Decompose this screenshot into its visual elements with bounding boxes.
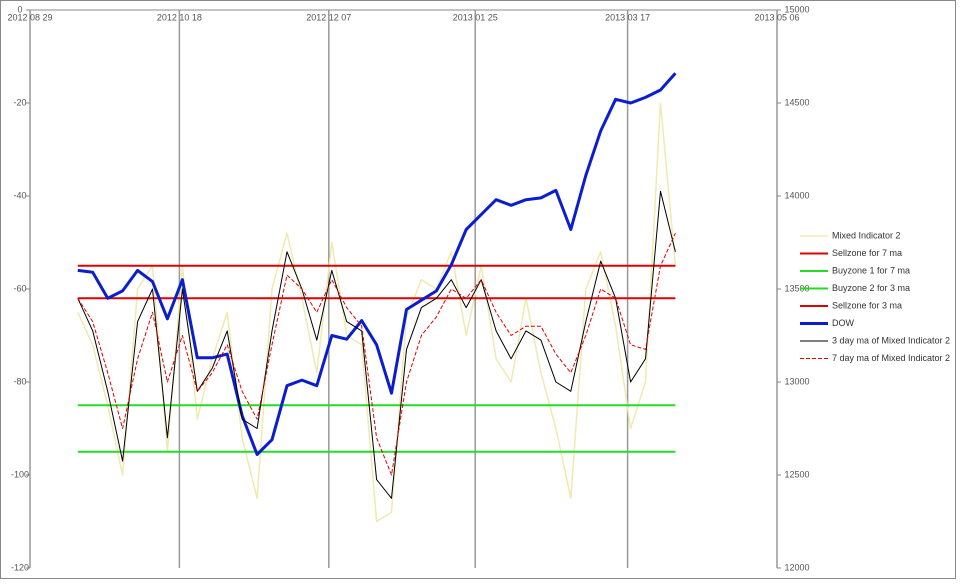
y-tick-label: -120 [11, 562, 29, 572]
x-tick-label: 2012 08 29 [7, 12, 52, 22]
x-tick-label: 2012 10 18 [157, 12, 202, 22]
y2-tick-label: 15000 [784, 4, 809, 14]
y-tick-label: 0 [17, 4, 22, 14]
legend-label: Sellzone for 3 ma [832, 300, 902, 310]
series-line [77, 72, 677, 456]
legend-label: Sellzone for 7 ma [832, 248, 902, 258]
y-tick-label: -60 [13, 283, 26, 293]
y-tick-label: -100 [11, 469, 29, 479]
y-tick-label: -20 [13, 97, 26, 107]
legend: Mixed Indicator 2 Sellzone for 7 ma Buyzon… [800, 230, 950, 363]
legend-label: 7 day ma of Mixed Indicator 2 [832, 353, 950, 363]
y-tick-label: -80 [13, 376, 26, 386]
y2-tick-label: 12500 [784, 469, 809, 479]
y2-tick-label: 14000 [784, 190, 809, 200]
series-line [77, 190, 676, 499]
x-tick-label: 2012 12 07 [306, 12, 351, 22]
y2-tick-label: 13000 [784, 376, 809, 386]
y2-tick-label: 14500 [784, 97, 809, 107]
y2-tick-label: 13500 [784, 283, 809, 293]
series-line [77, 232, 676, 476]
y2-tick-label: 12000 [784, 562, 809, 572]
legend-label: Buyzone 2 for 3 ma [832, 283, 910, 293]
x-tick-label: 2013 05 06 [754, 12, 799, 22]
series-line [77, 102, 677, 523]
legend-label: Mixed Indicator 2 [832, 230, 901, 240]
x-tick-label: 2013 01 25 [453, 12, 498, 22]
legend-label: 3 day ma of Mixed Indicator 2 [832, 335, 950, 345]
legend-label: DOW [832, 318, 855, 328]
y-tick-label: -40 [13, 190, 26, 200]
legend-label: Buyzone 1 for 7 ma [832, 265, 910, 275]
x-tick-label: 2013 03 17 [605, 12, 650, 22]
